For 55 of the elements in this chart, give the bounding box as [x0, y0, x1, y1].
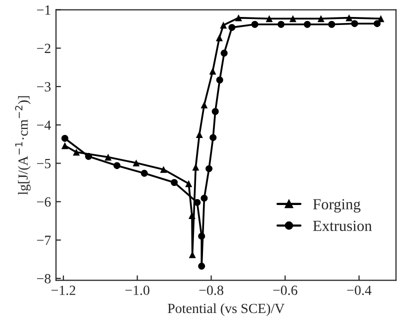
- point: [188, 212, 196, 219]
- y-tick-label: −2: [37, 44, 50, 53]
- x-tick-label: −0.8: [199, 286, 224, 296]
- point: [198, 232, 206, 240]
- point: [220, 50, 228, 57]
- x-tick-label: −1.2: [51, 286, 76, 296]
- point: [206, 165, 212, 172]
- point: [72, 148, 80, 156]
- point: [351, 20, 358, 28]
- y-tick-label: −4: [37, 120, 51, 130]
- point: [318, 15, 324, 22]
- point: [85, 152, 92, 160]
- point: [61, 142, 68, 150]
- point: [251, 20, 258, 28]
- point: [114, 162, 120, 170]
- point: [198, 262, 206, 270]
- point: [278, 20, 285, 28]
- point: [200, 194, 208, 202]
- y-tick-label: −8: [37, 274, 51, 284]
- point: [266, 15, 273, 22]
- point: [328, 20, 336, 28]
- point: [192, 164, 200, 171]
- point: [220, 22, 227, 29]
- x-axis-title: Potential (vs SCE)/V: [168, 303, 284, 316]
- y-tick-label: −3: [37, 82, 51, 92]
- point: [132, 159, 140, 166]
- point: [209, 68, 216, 75]
- y-tick-label: −1: [37, 5, 50, 15]
- point: [140, 170, 148, 177]
- point: [228, 24, 236, 31]
- x-tick-label: −1.0: [125, 286, 150, 296]
- x-tick-label: −0.6: [273, 286, 298, 296]
- point: [235, 14, 242, 22]
- point: [196, 131, 203, 138]
- point: [289, 15, 296, 22]
- y-tick-label: −5: [37, 159, 51, 168]
- point: [160, 166, 168, 173]
- x-tick-label: −0.4: [347, 286, 372, 296]
- point: [212, 108, 219, 115]
- y-tick-label: −7: [37, 236, 51, 245]
- point: [200, 101, 208, 108]
- point: [170, 179, 178, 186]
- legend-label: Extrusion: [313, 220, 372, 232]
- point: [210, 134, 217, 142]
- point: [61, 134, 68, 142]
- point: [216, 76, 224, 84]
- point: [216, 34, 223, 42]
- point: [104, 154, 112, 161]
- point: [185, 180, 192, 188]
- point: [304, 20, 311, 28]
- point: [346, 14, 353, 22]
- point: [374, 20, 381, 28]
- legend-label: Forging: [313, 199, 360, 213]
- y-tick-label: −6: [37, 197, 51, 207]
- y-axis-title: lg[J/(A$^{−1}$·cm$^{−2}$)]: [15, 96, 31, 195]
